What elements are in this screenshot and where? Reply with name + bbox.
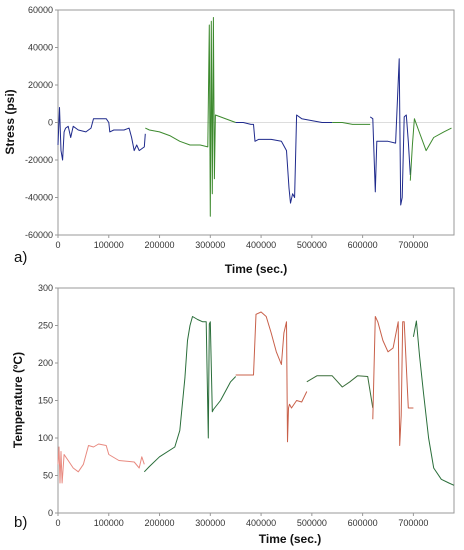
temperature-series-line-1 [57, 443, 145, 484]
stress-series-line-5 [369, 58, 411, 206]
stress-series-line-3 [235, 114, 333, 204]
stress-y-tick-label: -60000 [25, 230, 53, 240]
temperature-ticks: 0 100000 200000 300000 400000 500000 600000 700… [38, 283, 428, 528]
temperature-x-tick-label: 600000 [348, 518, 378, 528]
stress-series-group [57, 17, 452, 217]
temperature-series-line-3 [235, 311, 308, 443]
stress-x-tick-label: 0 [55, 240, 60, 250]
stress-series-line-2 [145, 17, 236, 217]
temperature-x-tick-label: 500000 [297, 518, 327, 528]
stress-series-line-6 [409, 118, 452, 181]
stress-series-line-1 [57, 107, 146, 161]
stress-y-axis-label: Stress (psi) [3, 89, 17, 154]
temperature-series-line-6 [412, 320, 455, 486]
stress-y-tick-label: -40000 [25, 193, 53, 203]
temperature-series-line-2 [143, 316, 237, 473]
temperature-y-axis-label: Temperature (ºC) [11, 352, 25, 448]
stress-x-tick-label: 100000 [94, 240, 124, 250]
stress-x-tick-label: 300000 [195, 240, 225, 250]
temperature-x-tick-label: 200000 [145, 518, 175, 528]
temperature-series-line-5 [372, 316, 414, 446]
temperature-series-line-4 [306, 375, 374, 409]
stress-y-tick-label: -20000 [25, 155, 53, 165]
stress-y-tick-label: 0 [48, 118, 53, 128]
stress-x-tick-label: 500000 [297, 240, 327, 250]
temperature-y-tick-label: 0 [48, 508, 53, 518]
stress-y-tick-label: 20000 [28, 80, 53, 90]
stress-x-axis-label: Time (sec.) [225, 262, 287, 276]
temperature-chart-panel: 0 100000 200000 300000 400000 500000 600000 700… [11, 283, 455, 546]
temperature-y-tick-label: 50 [43, 471, 53, 481]
stress-x-tick-label: 600000 [348, 240, 378, 250]
temperature-x-tick-label: 0 [55, 518, 60, 528]
stress-y-tick-label: 40000 [28, 43, 53, 53]
stress-x-tick-label: 200000 [145, 240, 175, 250]
temperature-x-tick-label: 700000 [398, 518, 428, 528]
temperature-y-tick-label: 150 [38, 396, 53, 406]
panel-label-a: a) [14, 249, 27, 266]
temperature-series-group [57, 311, 455, 486]
temperature-y-tick-label: 200 [38, 358, 53, 368]
temperature-y-tick-label: 300 [38, 283, 53, 293]
stress-y-tick-label: 60000 [28, 5, 53, 15]
temperature-x-tick-label: 300000 [195, 518, 225, 528]
stress-ticks: 0 100000 200000 300000 400000 500000 600000 700… [25, 5, 454, 250]
panel-label-b: b) [14, 514, 27, 531]
temperature-x-axis-label: Time (sec.) [259, 532, 321, 546]
stress-chart-panel: 0 100000 200000 300000 400000 500000 600000 700… [3, 5, 455, 276]
temperature-x-tick-label: 100000 [94, 518, 124, 528]
stress-series-line-4 [332, 122, 371, 125]
stress-x-tick-label: 700000 [398, 240, 428, 250]
stress-x-tick-label: 400000 [246, 240, 276, 250]
temperature-y-tick-label: 100 [38, 433, 53, 443]
temperature-y-tick-label: 250 [38, 321, 53, 331]
temperature-x-tick-label: 400000 [246, 518, 276, 528]
